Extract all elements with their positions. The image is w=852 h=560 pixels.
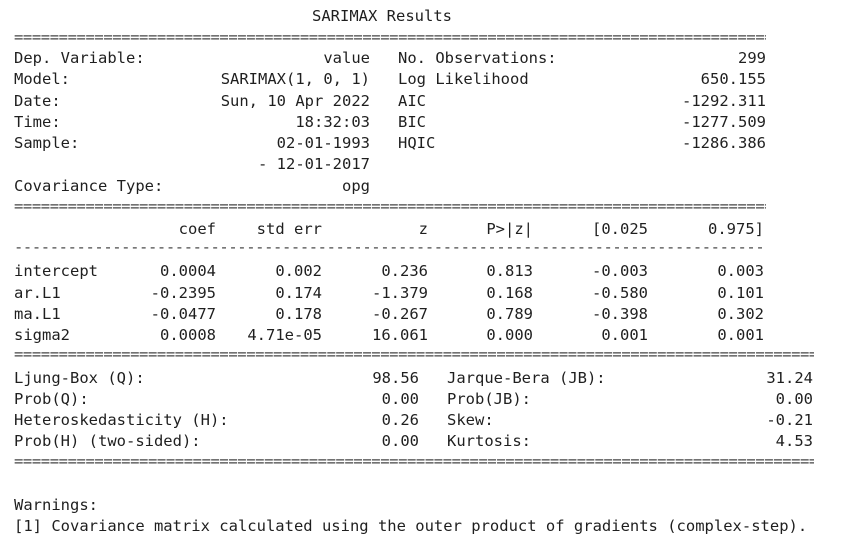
dep-variable-label: Dep. Variable: [14,49,145,67]
table-cell: 0.813 [486,262,533,280]
time-label: Time: [14,113,61,131]
bic-value: -1277.509 [682,113,766,131]
table-cell: 0.302 [717,305,764,323]
table-cell: 4.71e-05 [247,326,322,344]
col-ci-upper: 0.975] [708,220,764,238]
aic-value: -1292.311 [682,92,766,110]
kurtosis-label: Kurtosis: [447,432,531,450]
col-ci-lower: [0.025 [592,220,648,238]
log-likelihood-value: 650.155 [700,70,766,88]
date-value: Sun, 10 Apr 2022 [220,92,370,110]
table-cell: 0.168 [486,284,533,302]
prob-h-value: 0.00 [381,432,419,450]
row-ma-l1-name: ma.L1 [14,305,61,323]
dep-variable-value: value [323,49,370,67]
double-rule-mid: ========================================… [14,201,766,211]
table-cell: -0.0477 [150,305,216,323]
covariance-type-value: opg [342,177,370,195]
aic-label: AIC [398,92,426,110]
log-likelihood-label: Log Likelihood [398,70,529,88]
time-value: 18:32:03 [295,113,370,131]
heteroskedasticity-label: Heteroskedasticity (H): [14,411,229,429]
table-cell: 0.002 [275,262,322,280]
table-cell: 0.001 [601,326,648,344]
dash-rule: ----------------------------------------… [14,242,766,252]
table-cell: 0.001 [717,326,764,344]
double-rule-top: ========================================… [14,32,766,42]
jarque-bera-value: 31.24 [766,369,813,387]
sample-label: Sample: [14,134,80,152]
prob-q-value: 0.00 [381,390,419,408]
table-cell: 0.0004 [160,262,216,280]
prob-jb-value: 0.00 [775,390,813,408]
jarque-bera-label: Jarque-Bera (JB): [447,369,606,387]
kurtosis-value: 4.53 [775,432,813,450]
col-std-err: std err [256,220,322,238]
table-cell: 0.236 [381,262,428,280]
skew-label: Skew: [447,411,494,429]
ljung-box-label: Ljung-Box (Q): [14,369,145,387]
prob-h-label: Prob(H) (two-sided): [14,432,201,450]
date-label: Date: [14,92,61,110]
report-title: SARIMAX Results [312,7,452,25]
table-cell: -0.2395 [150,284,216,302]
double-rule-diagnostics-bottom: ========================================… [14,456,814,466]
skew-value: -0.21 [766,411,813,429]
table-cell: 0.174 [275,284,322,302]
warnings-heading: Warnings: [14,496,98,514]
row-sigma2-name: sigma2 [14,326,70,344]
table-cell: -0.398 [592,305,648,323]
sample-start-value: 02-01-1993 [276,134,370,152]
sample-end-value: - 12-01-2017 [258,155,370,173]
ljung-box-value: 98.56 [372,369,419,387]
table-cell: 0.101 [717,284,764,302]
table-cell: -0.267 [372,305,428,323]
table-cell: -1.379 [372,284,428,302]
bic-label: BIC [398,113,426,131]
hqic-value: -1286.386 [682,134,766,152]
hqic-label: HQIC [398,134,436,152]
table-cell: -0.003 [592,262,648,280]
model-value: SARIMAX(1, 0, 1) [220,70,370,88]
col-coef: coef [178,220,216,238]
table-cell: 0.789 [486,305,533,323]
double-rule-diagnostics-top: ========================================… [14,349,814,359]
n-observations-label: No. Observations: [398,49,557,67]
row-ar-l1-name: ar.L1 [14,284,61,302]
warning-item: [1] Covariance matrix calculated using t… [14,517,808,535]
n-observations-value: 299 [738,49,766,67]
col-p-value: P>|z| [486,220,533,238]
table-cell: 0.000 [486,326,533,344]
prob-q-label: Prob(Q): [14,390,89,408]
prob-jb-label: Prob(JB): [447,390,531,408]
heteroskedasticity-value: 0.26 [381,411,419,429]
table-cell: 16.061 [372,326,428,344]
table-cell: 0.0008 [160,326,216,344]
table-cell: -0.580 [592,284,648,302]
col-z: z [418,220,428,238]
table-cell: 0.003 [717,262,764,280]
row-intercept-name: intercept [14,262,98,280]
covariance-type-label: Covariance Type: [14,177,164,195]
table-cell: 0.178 [275,305,322,323]
model-label: Model: [14,70,70,88]
